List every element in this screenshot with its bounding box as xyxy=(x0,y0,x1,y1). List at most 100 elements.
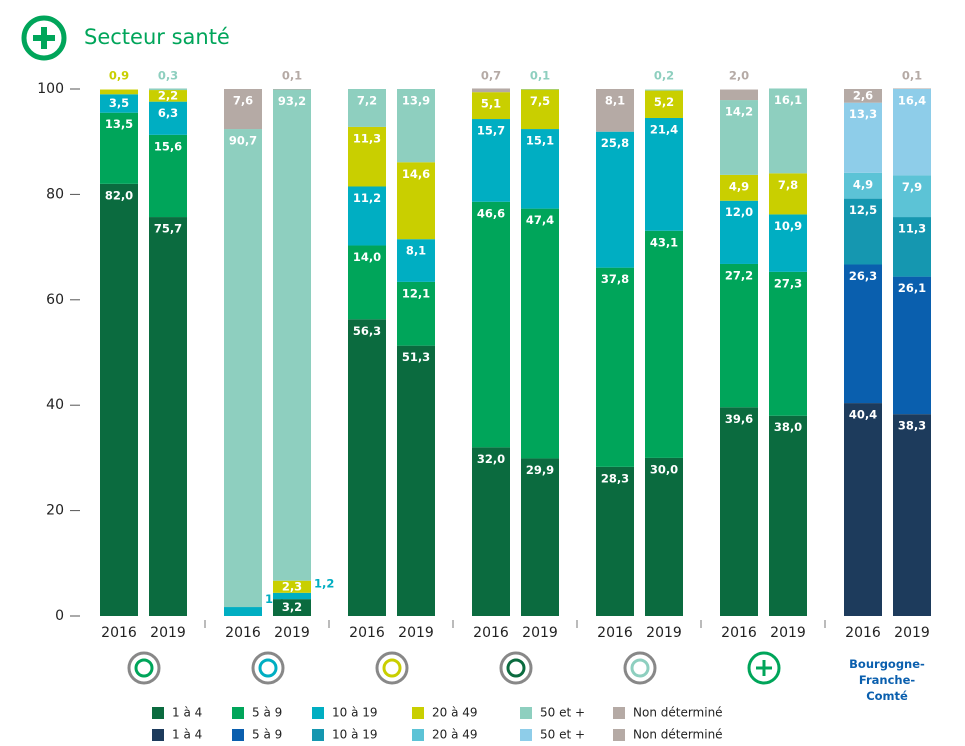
value-label: 1,2 xyxy=(314,576,334,590)
legend-swatch xyxy=(232,729,244,741)
bar-segment xyxy=(100,112,138,184)
value-label: 43,1 xyxy=(650,235,678,249)
bar-segment xyxy=(521,458,559,616)
value-label: 15,1 xyxy=(526,134,554,148)
title-icon-plus xyxy=(33,27,55,49)
value-label: 93,2 xyxy=(278,94,306,108)
x-tick-label: 2016 xyxy=(473,625,509,641)
value-label: 15,7 xyxy=(477,124,505,138)
bar-segment xyxy=(348,245,386,320)
x-tick-label: 2019 xyxy=(522,625,558,641)
bar-segment xyxy=(844,403,882,616)
bar-segment xyxy=(472,88,510,93)
bar-segment xyxy=(596,131,634,268)
value-label: 4,9 xyxy=(853,177,873,191)
bar-segment xyxy=(149,88,187,91)
value-label: 14,2 xyxy=(725,105,753,119)
value-label: 2,0 xyxy=(729,69,749,83)
x-tick-label: 2016 xyxy=(721,625,757,641)
legend-swatch xyxy=(312,707,324,719)
bar-segment xyxy=(273,592,311,600)
legend-label: Non déterminé xyxy=(633,706,723,720)
bar-segment xyxy=(149,134,187,218)
legend-swatch xyxy=(232,707,244,719)
y-tick-label: 0 xyxy=(55,608,64,624)
bar-segment xyxy=(397,239,435,282)
value-label: 28,3 xyxy=(601,471,629,485)
bar-segment xyxy=(769,173,807,215)
value-label: 11,3 xyxy=(898,222,926,236)
value-label: 27,3 xyxy=(774,276,802,290)
legend-label: 1 à 4 xyxy=(172,728,202,742)
value-label: 0,2 xyxy=(654,69,674,83)
bar-segment xyxy=(720,174,758,201)
bar-segment xyxy=(521,89,559,130)
bar-segment xyxy=(397,89,435,163)
value-label: 0,1 xyxy=(530,69,550,83)
value-label: 8,1 xyxy=(406,244,426,258)
bar-segment xyxy=(472,447,510,616)
x-tick-label: 2019 xyxy=(274,625,310,641)
bar-segment xyxy=(720,100,758,175)
legend-label: 1 à 4 xyxy=(172,706,202,720)
value-label: 46,6 xyxy=(477,206,505,220)
bar-segment xyxy=(224,607,262,616)
legend-swatch xyxy=(520,707,532,719)
legend-label: 50 et + xyxy=(540,706,585,720)
value-label: 40,4 xyxy=(849,408,877,422)
bar-segment xyxy=(720,263,758,408)
value-label: 47,4 xyxy=(526,213,554,227)
bar-segment xyxy=(521,208,559,459)
value-label: 21,4 xyxy=(650,122,678,136)
legend-label: Non déterminé xyxy=(633,728,723,742)
bar-segment xyxy=(100,94,138,113)
bar-segment xyxy=(844,89,882,103)
value-label: 16,4 xyxy=(898,94,926,108)
bar-segment xyxy=(596,466,634,616)
value-label: 7,8 xyxy=(778,178,798,192)
legend-label: 10 à 19 xyxy=(332,728,378,742)
bar-segment xyxy=(893,276,931,415)
legend-swatch xyxy=(412,729,424,741)
bar-segment xyxy=(100,183,138,617)
bar-segment xyxy=(273,89,311,581)
bar-segment xyxy=(521,89,559,90)
value-label: 38,3 xyxy=(898,419,926,433)
x-tick-label: 2019 xyxy=(398,625,434,641)
value-label: 37,8 xyxy=(601,272,629,286)
bar-segment xyxy=(224,129,262,608)
bar-segment xyxy=(472,201,510,448)
value-label: 5,2 xyxy=(654,95,674,109)
bar-segment xyxy=(273,580,311,593)
legend-swatch xyxy=(613,707,625,719)
title-icon xyxy=(21,15,67,61)
bar-segment xyxy=(645,89,683,91)
x-tick-label: 2019 xyxy=(646,625,682,641)
bar-segment xyxy=(397,281,435,346)
y-tick-label: 80 xyxy=(46,186,64,202)
value-label: 26,3 xyxy=(849,269,877,283)
bar-segment xyxy=(893,175,931,218)
x-tick-label: 2016 xyxy=(101,625,137,641)
bar-segment xyxy=(893,414,931,616)
value-label: 30,0 xyxy=(650,462,678,476)
bar-segment xyxy=(720,89,758,101)
value-label: 56,3 xyxy=(353,324,381,338)
value-label: 2,3 xyxy=(282,579,302,593)
value-label: 7,6 xyxy=(233,94,253,108)
legend-label: 50 et + xyxy=(540,728,585,742)
bar-segment xyxy=(720,407,758,616)
x-tick-label: 2019 xyxy=(894,625,930,641)
bar-segment xyxy=(224,89,262,130)
value-label: 6,3 xyxy=(158,106,178,120)
bar-segment xyxy=(645,230,683,458)
value-label: 0,3 xyxy=(158,69,178,83)
bar-segment xyxy=(149,90,187,102)
bar-segment xyxy=(645,457,683,616)
bar-segment xyxy=(645,90,683,118)
value-label: 2,6 xyxy=(853,88,873,102)
value-label: 11,3 xyxy=(353,131,381,145)
bar-segment xyxy=(348,89,386,127)
legend-swatch xyxy=(312,729,324,741)
y-tick-label: 60 xyxy=(46,292,64,308)
